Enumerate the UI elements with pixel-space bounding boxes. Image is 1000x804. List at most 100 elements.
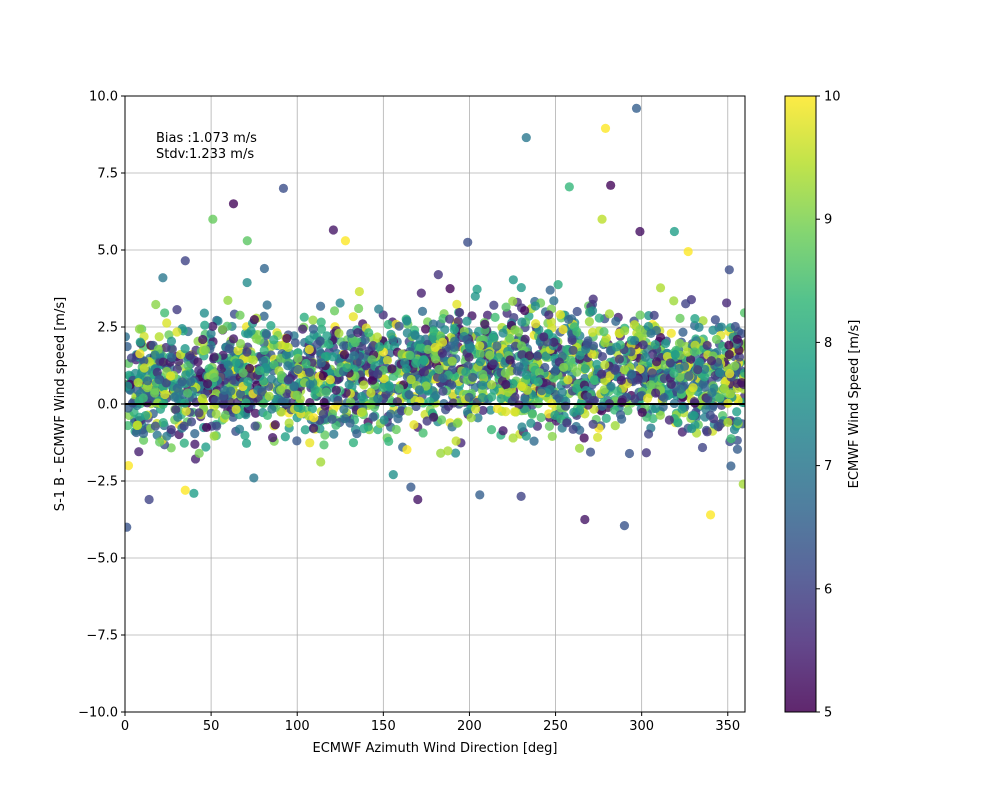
scatter-point: [521, 370, 532, 380]
scatter-point: [655, 332, 666, 343]
scatter-point: [262, 300, 272, 310]
scatter-point: [304, 344, 314, 355]
scatter-point: [536, 412, 546, 423]
scatter-point: [419, 355, 429, 365]
scatter-point: [738, 479, 745, 489]
scatter-point: [584, 317, 594, 327]
scatter-point: [482, 310, 493, 320]
scatter-point: [431, 354, 441, 364]
scatter-point: [594, 313, 604, 323]
scatter-point: [284, 418, 294, 428]
scatter-point: [674, 338, 685, 348]
scatter-point: [132, 420, 142, 431]
scatter-point: [694, 357, 705, 367]
scatter-point: [739, 368, 745, 378]
scatter-point: [708, 325, 718, 335]
scatter-point: [394, 321, 404, 331]
scatter-point: [243, 377, 253, 387]
scatter-point: [597, 369, 607, 379]
scatter-point: [544, 421, 554, 431]
colorbar-tick-label: 8: [824, 336, 832, 351]
scatter-point: [443, 446, 453, 456]
scatter-point: [498, 426, 508, 436]
scatter-point: [468, 372, 478, 382]
scatter-point: [194, 408, 204, 418]
scatter-point: [580, 364, 590, 374]
scatter-point: [316, 324, 327, 334]
scatter-point: [305, 379, 315, 389]
scatter-point: [637, 407, 647, 417]
scatter-point: [531, 319, 541, 329]
scatter-point: [722, 298, 732, 308]
scatter-point: [597, 214, 607, 224]
scatter-point: [344, 380, 354, 390]
scatter-point: [521, 431, 531, 441]
scatter-point: [250, 421, 260, 431]
scatter-point: [125, 403, 133, 413]
scatter-point: [177, 377, 187, 387]
scatter-point: [642, 393, 653, 403]
scatter-point: [737, 378, 745, 388]
scatter-point: [275, 385, 286, 395]
scatter-point: [358, 407, 368, 417]
scatter-point: [190, 439, 200, 449]
scatter-point: [610, 365, 620, 375]
scatter-point: [200, 345, 211, 355]
scatter-point: [434, 364, 444, 375]
x-tick-label: 150: [371, 719, 396, 734]
scatter-point: [293, 353, 303, 363]
scatter-point: [475, 349, 485, 359]
scatter-point: [688, 383, 698, 393]
scatter-point: [666, 379, 676, 389]
scatter-point: [292, 390, 302, 400]
scatter-point: [549, 337, 559, 347]
scatter-point: [125, 522, 132, 532]
scatter-point: [242, 277, 252, 288]
scatter-point: [478, 380, 488, 390]
scatter-point: [202, 379, 213, 389]
scatter-point: [233, 345, 243, 356]
scatter-point: [332, 375, 342, 385]
stdv-annotation: Stdv:1.233 m/s: [156, 147, 254, 162]
scatter-point: [199, 308, 209, 318]
scatter-point: [630, 394, 640, 404]
scatter-point: [368, 375, 378, 385]
scatter-point: [180, 344, 190, 354]
scatter-point: [325, 375, 335, 385]
scatter-point: [259, 376, 269, 386]
scatter-point: [259, 345, 269, 356]
scatter-point: [283, 342, 293, 352]
y-tick-label: −5.0: [86, 552, 118, 567]
scatter-point: [374, 342, 385, 352]
scatter-point: [368, 412, 378, 422]
scatter-point: [235, 310, 245, 320]
scatter-point: [623, 406, 633, 416]
scatter-point: [414, 385, 425, 395]
scatter-point: [600, 360, 610, 370]
scatter-point: [234, 424, 245, 434]
scatter-point: [244, 363, 255, 373]
scatter-point: [470, 291, 480, 301]
scatter-point: [480, 319, 490, 329]
scatter-point: [513, 327, 524, 337]
scatter-point: [283, 375, 293, 385]
scatter-point: [387, 364, 397, 374]
scatter-points: [125, 103, 745, 532]
scatter-point: [154, 332, 164, 342]
scatter-point: [465, 343, 475, 353]
scatter-point: [231, 404, 241, 415]
scatter-point: [360, 335, 370, 345]
scatter-point: [452, 299, 462, 309]
scatter-point: [315, 336, 325, 346]
scatter-point: [345, 397, 356, 407]
scatter-point: [550, 366, 560, 376]
scatter-point: [167, 352, 177, 362]
scatter-point: [527, 409, 537, 419]
scatter-point: [140, 410, 151, 421]
scatter-point: [638, 340, 648, 350]
scatter-point: [726, 461, 736, 471]
scatter-point: [514, 362, 524, 372]
scatter-point: [235, 338, 246, 349]
scatter-point: [647, 368, 657, 378]
